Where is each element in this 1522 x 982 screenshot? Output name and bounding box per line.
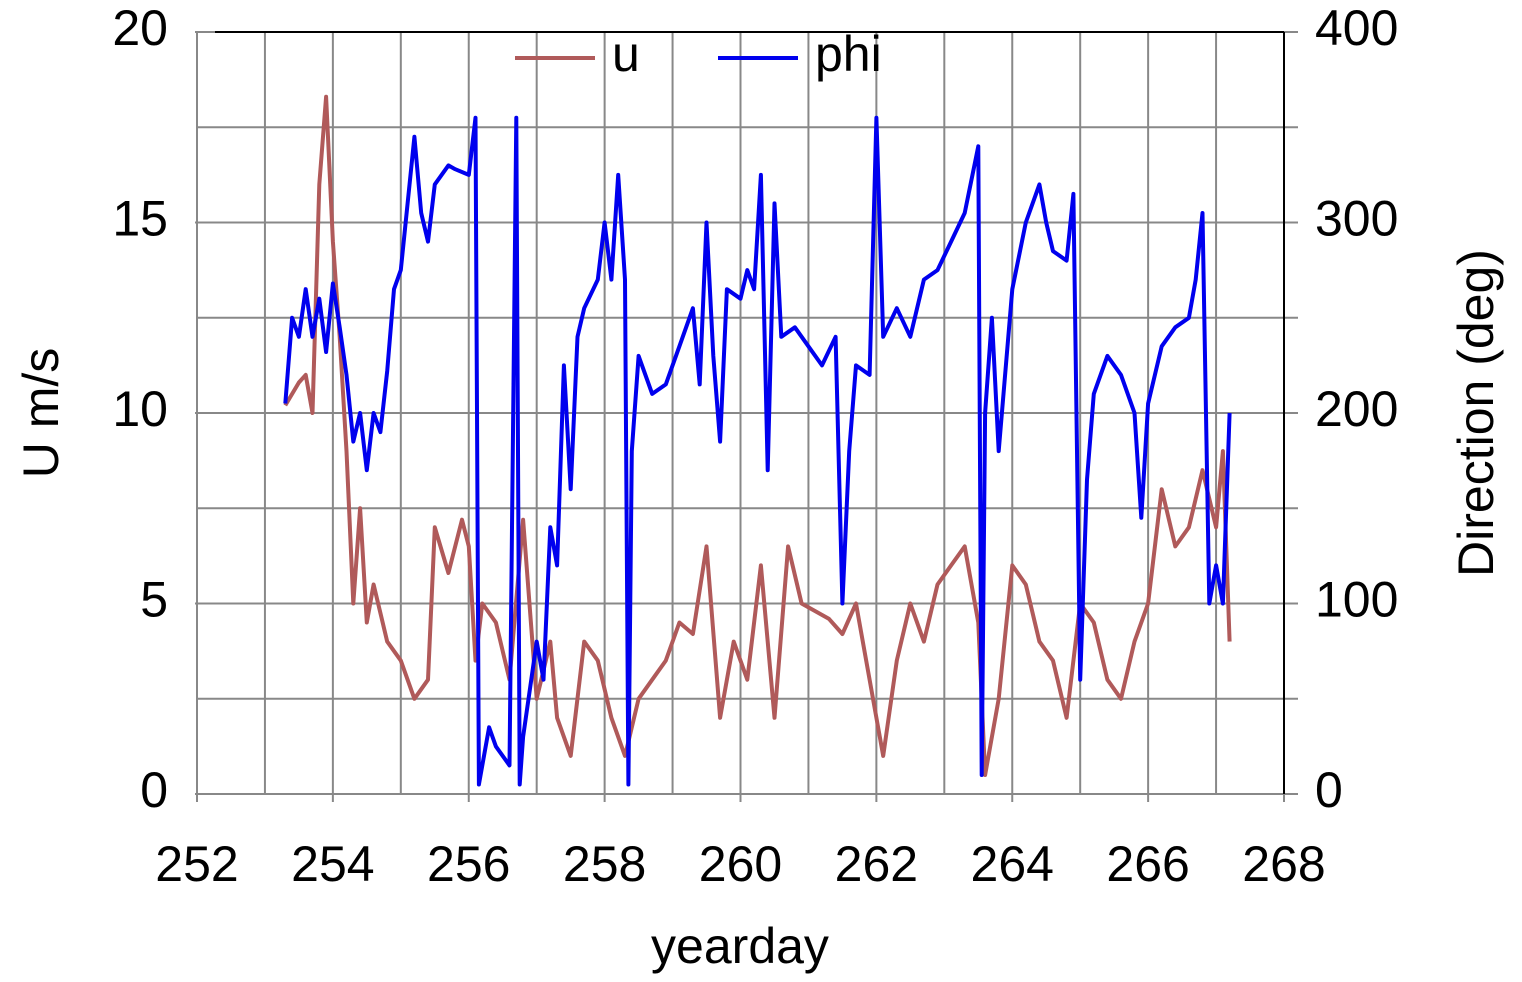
y2-tick-label: 400 xyxy=(1315,0,1398,56)
x-tick-label: 266 xyxy=(1106,836,1189,892)
y2-tick-label: 200 xyxy=(1315,381,1398,437)
x-tick-label: 260 xyxy=(699,836,782,892)
y2-tick-label: 300 xyxy=(1315,191,1398,247)
y-tick-label: 0 xyxy=(140,762,168,818)
y2-tick-label: 100 xyxy=(1315,572,1398,628)
y-tick-label: 10 xyxy=(112,381,168,437)
y-tick-label: 20 xyxy=(112,0,168,56)
x-tick-label: 254 xyxy=(291,836,374,892)
legend-label: phi xyxy=(815,26,882,82)
y-axis-label: U m/s xyxy=(13,348,69,479)
data-line xyxy=(283,115,1232,787)
y2-tick-label: 0 xyxy=(1315,762,1343,818)
x-tick-label: 264 xyxy=(971,836,1054,892)
y2-axis-label: Direction (deg) xyxy=(1448,249,1504,577)
x-axis-label: yearday xyxy=(651,918,829,974)
x-tick-label: 262 xyxy=(835,836,918,892)
x-tick-label: 268 xyxy=(1242,836,1325,892)
legend-label: u xyxy=(612,26,640,82)
data-line xyxy=(283,94,1232,777)
y-tick-label: 5 xyxy=(140,572,168,628)
x-tick-label: 256 xyxy=(427,836,510,892)
y-tick-label: 15 xyxy=(112,191,168,247)
x-tick-label: 258 xyxy=(563,836,646,892)
x-tick-label: 252 xyxy=(155,836,238,892)
